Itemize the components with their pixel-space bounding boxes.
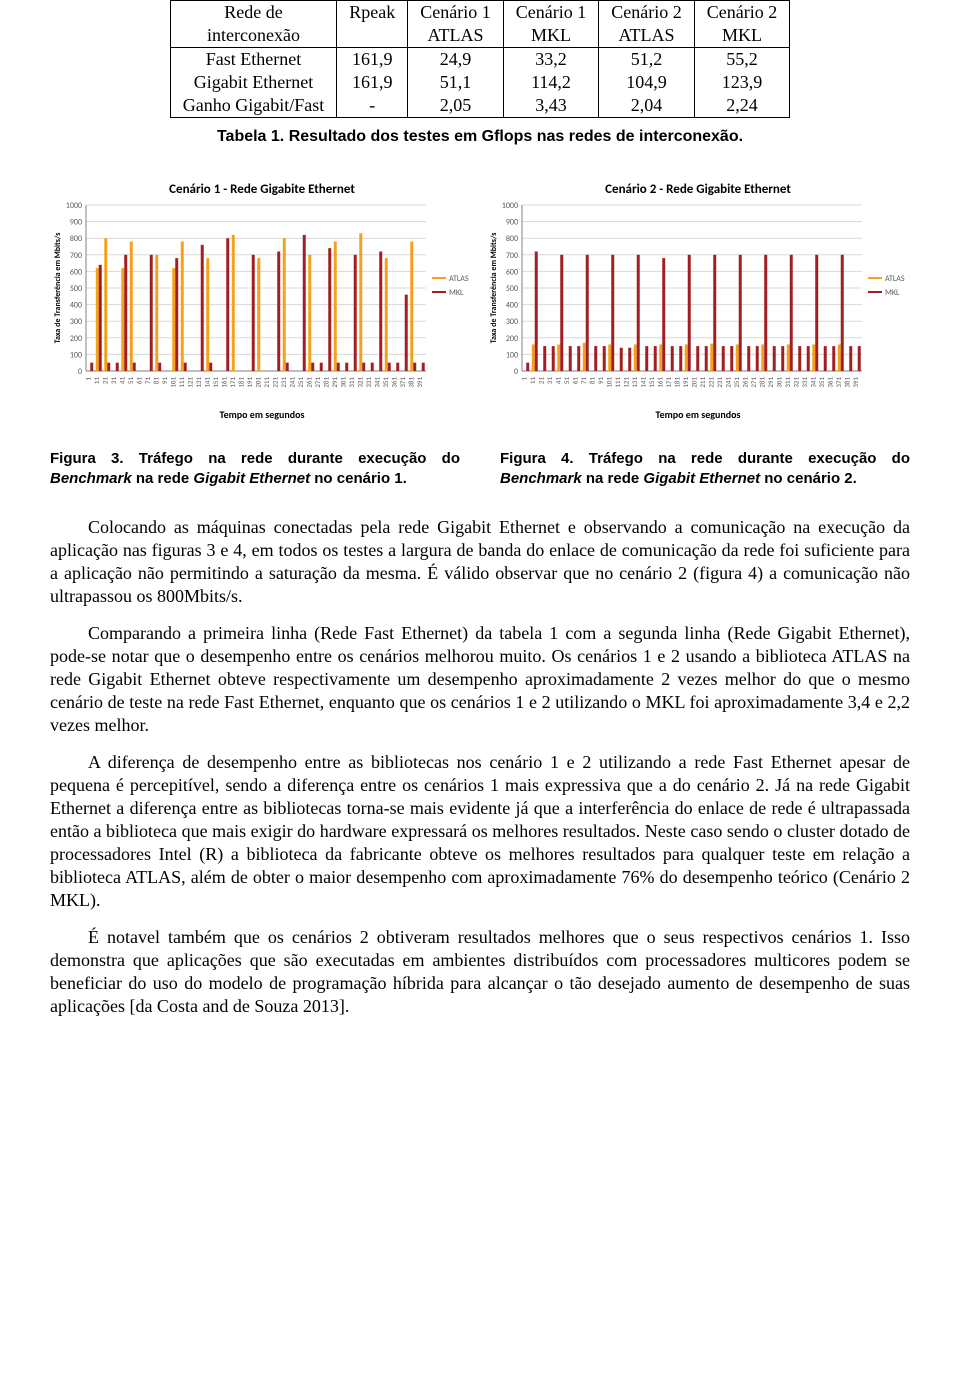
th: MKL [694,24,789,48]
svg-text:200: 200 [506,334,518,344]
svg-text:500: 500 [70,284,82,294]
svg-text:MKL: MKL [449,288,464,298]
svg-text:Taxa de Transferência em Mbits: Taxa de Transferência em Mbits/s [489,233,499,344]
svg-text:300: 300 [506,317,518,327]
td: Gigabit Ethernet [170,71,337,94]
td: 161,9 [337,48,408,72]
svg-text:400: 400 [70,301,82,311]
td: 2,05 [408,94,503,118]
svg-text:700: 700 [506,251,518,261]
results-table: Rede de Rpeak Cenário 1 Cenário 1 Cenári… [170,0,790,118]
chart-2-xlabel: Tempo em segundos [488,408,908,421]
td: 2,24 [694,94,789,118]
svg-text:100: 100 [506,350,518,360]
th: Cenário 1 [408,1,503,25]
svg-text:700: 700 [70,251,82,261]
td: 51,1 [408,71,503,94]
chart-1-title: Cenário 1 - Rede Gigabite Ethernet [52,182,472,197]
svg-text:800: 800 [506,234,518,244]
paragraph-3: A diferença de desempenho entre as bibli… [50,751,910,912]
th: ATLAS [408,24,503,48]
svg-text:100: 100 [70,350,82,360]
th: Cenário 1 [503,1,598,25]
td: 2,04 [599,94,694,118]
svg-text:391: 391 [851,377,860,388]
th [337,24,408,48]
th: Rede de [170,1,337,25]
svg-text:600: 600 [506,267,518,277]
td: 3,43 [503,94,598,118]
svg-text:ATLAS: ATLAS [885,274,905,284]
svg-text:0: 0 [78,367,82,377]
svg-text:500: 500 [506,284,518,294]
svg-text:800: 800 [70,234,82,244]
svg-text:MKL: MKL [885,288,900,298]
th: Cenário 2 [694,1,789,25]
chart-2: Cenário 2 - Rede Gigabite Ethernet 0 100 2… [488,182,908,421]
td: 55,2 [694,48,789,72]
chart-1-xlabel: Tempo em segundos [52,408,472,421]
td: 33,2 [503,48,598,72]
svg-text:1000: 1000 [66,201,82,211]
charts-row: Cenário 1 - Rede Gigabite Ethernet 0 100 2… [50,182,910,421]
chart-1: Cenário 1 - Rede Gigabite Ethernet 0 100 2… [52,182,472,421]
th: MKL [503,24,598,48]
svg-text:ATLAS: ATLAS [449,274,469,284]
svg-text:900: 900 [70,218,82,228]
svg-text:0: 0 [514,367,518,377]
chart-2-title: Cenário 2 - Rede Gigabite Ethernet [488,182,908,197]
svg-text:391: 391 [415,377,424,388]
td: 104,9 [599,71,694,94]
th: interconexão [170,24,337,48]
th: ATLAS [599,24,694,48]
svg-text:200: 200 [70,334,82,344]
td: 161,9 [337,71,408,94]
svg-text:600: 600 [70,267,82,277]
chart-2-svg: 0100200300400500600700800900100011121314… [488,201,908,401]
paragraph-4: É notavel também que os cenários 2 obtiv… [50,926,910,1018]
td: Fast Ethernet [170,48,337,72]
figure-captions: Figura 3. Tráfego na rede durante execuç… [50,449,910,490]
td: 51,2 [599,48,694,72]
svg-text:1000: 1000 [502,201,518,211]
td: 114,2 [503,71,598,94]
th: Rpeak [337,1,408,25]
table-caption: Tabela 1. Resultado dos testes em Gflops… [50,128,910,146]
svg-text:300: 300 [70,317,82,327]
svg-text:900: 900 [506,218,518,228]
figure-3-caption: Figura 3. Tráfego na rede durante execuç… [50,449,460,490]
td: Ganho Gigabit/Fast [170,94,337,118]
svg-text:Taxa de Transferência em Mbits: Taxa de Transferência em Mbits/s [53,233,63,344]
td: - [337,94,408,118]
th: Cenário 2 [599,1,694,25]
paragraph-1: Colocando as máquinas conectadas pela re… [50,516,910,608]
figure-4-caption: Figura 4. Tráfego na rede durante execuç… [500,449,910,490]
td: 123,9 [694,71,789,94]
chart-1-svg: 0100200300400500600700800900100011121314… [52,201,472,401]
paragraph-2: Comparando a primeira linha (Rede Fast E… [50,622,910,737]
svg-text:400: 400 [506,301,518,311]
td: 24,9 [408,48,503,72]
